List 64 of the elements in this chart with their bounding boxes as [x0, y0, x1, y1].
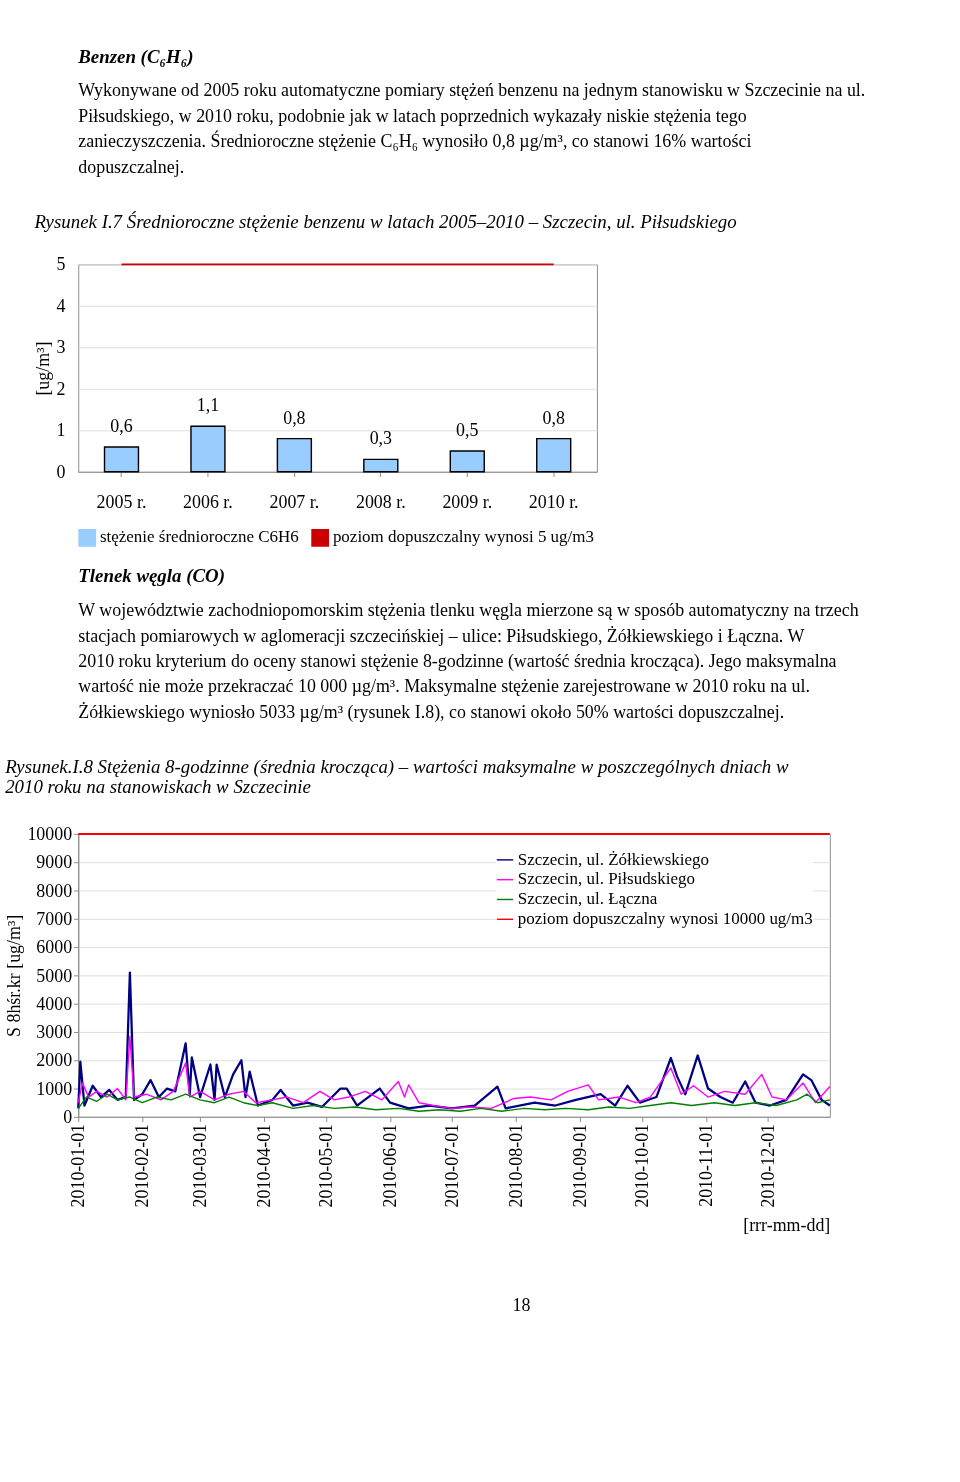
legend-label: Szczecin, ul. Łączna: [517, 889, 658, 909]
x-tick-label: 2010-08-01: [506, 1123, 527, 1208]
bar: [363, 458, 399, 473]
text: 18: [512, 1295, 531, 1316]
chart-title: Rysunek I.7 Średnioroczne stężenie benzenu w latach 2005–2010 – Szczecin, ul. Piłsudskiego: [33, 210, 737, 232]
x-tick-label: 2010-05-01: [316, 1123, 337, 1208]
x-tick-label: 2006 r.: [183, 492, 233, 513]
data-label: 0,3: [369, 428, 393, 449]
line-series: [77, 1035, 831, 1110]
x-tick-label: 2008 r.: [355, 492, 406, 513]
bar: [190, 425, 226, 473]
y-tick-label: 9000: [36, 852, 73, 873]
legend-label: poziom dopuszczalny wynosi 10000 ug/m3: [517, 909, 813, 928]
y-tick-label: 2: [56, 378, 66, 399]
data-label: 0,6: [110, 415, 133, 436]
y-tick-label: 2000: [36, 1050, 73, 1071]
y-tick-label: 8000: [36, 880, 73, 901]
x-tick-label: 2009 r.: [442, 492, 493, 513]
x-tick-label: 2010 r.: [528, 492, 579, 513]
legend-label: stężenie średnioroczne C6H6: [99, 527, 299, 547]
x-tick-label: 2010-11-01: [696, 1123, 717, 1207]
legend-label: poziom dopuszczalny wynosi 5 ug/m3: [332, 527, 594, 547]
x-tick-label: 2010-09-01: [570, 1123, 591, 1208]
data-label: 0,8: [542, 407, 565, 428]
y-tick-label: 5: [56, 254, 66, 275]
x-axis-title: [rrr-mm-dd]: [743, 1215, 831, 1236]
y-tick-label: 3: [56, 337, 66, 358]
line-series: [77, 1093, 831, 1112]
legend-label: Szczecin, ul. Żółkiewskiego: [517, 849, 710, 869]
y-tick-label: 3000: [36, 1022, 73, 1043]
data-label: 0,8: [283, 407, 306, 428]
x-tick-label: 2005 r.: [96, 492, 147, 513]
bar: [449, 450, 485, 473]
text: W województwie zachodniopomorskim stężenia tlenku węgla mierzone są w sposób automatyczny na trzech stacjach pomiarowych w aglomeracji szczecińskiej – ulice: Piłsudskiego, Żółkiewskiego i Łączna. W 2010 roku kryterium do oceny stanowi stężenie 8-godzinne (wartość średnia krocząca). Jego maksymalna wartość nie może przekraczać 10 000 µg/m³. Maksymalne stężenie zarejestrowane w 2010 roku na ul. Żółkiewskiego wyniosło 5033 µg/m³ (rysunek I.8), co stanowi około 50% wartości dopuszczalnej.: [78, 600, 859, 723]
x-tick-label: 2007 r.: [269, 492, 320, 513]
data-label: 1,1: [196, 395, 220, 416]
y-tick-label: 4000: [36, 993, 73, 1014]
y-axis-title: S 8hśr.kr [ug/m³]: [3, 914, 24, 1037]
legend-label: Szczecin, ul. Piłsudskiego: [517, 869, 695, 889]
y-tick-label: 10000: [27, 824, 73, 845]
line-series: [77, 971, 831, 1110]
y-tick-label: 1000: [36, 1078, 73, 1099]
x-tick-label: 2010-04-01: [254, 1123, 275, 1208]
bar: [536, 437, 572, 473]
bar: [103, 446, 140, 473]
x-tick-label: 2010-06-01: [380, 1123, 401, 1208]
bar: [276, 437, 313, 473]
text: Benzen (C₆H₆): [77, 45, 194, 68]
x-tick-label: 2010-12-01: [758, 1123, 779, 1208]
y-tick-label: 6000: [36, 937, 73, 958]
y-axis-title: [ug/m³]: [33, 341, 54, 396]
text: Wykonywane od 2005 roku automatyczne pomiary stężeń benzenu na jednym stanowisku w Szczecinie na ul. Piłsudskiego, w 2010 roku, podobnie jak w latach poprzednich wykazały niskie stężenia tego zanieczyszczenia. Średnioroczne stężenie C₆H₆ wynosiło 0,8 µg/m³, co stanowi 16% wartości dopuszczalnej.: [78, 80, 866, 177]
x-tick-label: 2010-07-01: [442, 1123, 463, 1208]
x-tick-label: 2010-03-01: [190, 1123, 211, 1208]
y-tick-label: 5000: [36, 965, 73, 986]
y-tick-label: 1: [56, 420, 66, 441]
chart-title: Rysunek.I.8 Stężenia 8-godzinne (średnia krocząca) – wartości maksymalne w poszczególnych dniach w 2010 roku na stanowiskach w Szczecinie: [4, 755, 789, 798]
x-tick-label: 2010-10-01: [632, 1123, 653, 1208]
data-label: 0,5: [456, 419, 479, 440]
y-tick-label: 7000: [36, 908, 73, 929]
y-tick-label: 4: [56, 295, 66, 316]
text: Tlenek węgla (CO): [78, 565, 225, 588]
y-tick-label: 0: [56, 461, 66, 482]
x-tick-label: 2010-02-01: [132, 1123, 153, 1208]
